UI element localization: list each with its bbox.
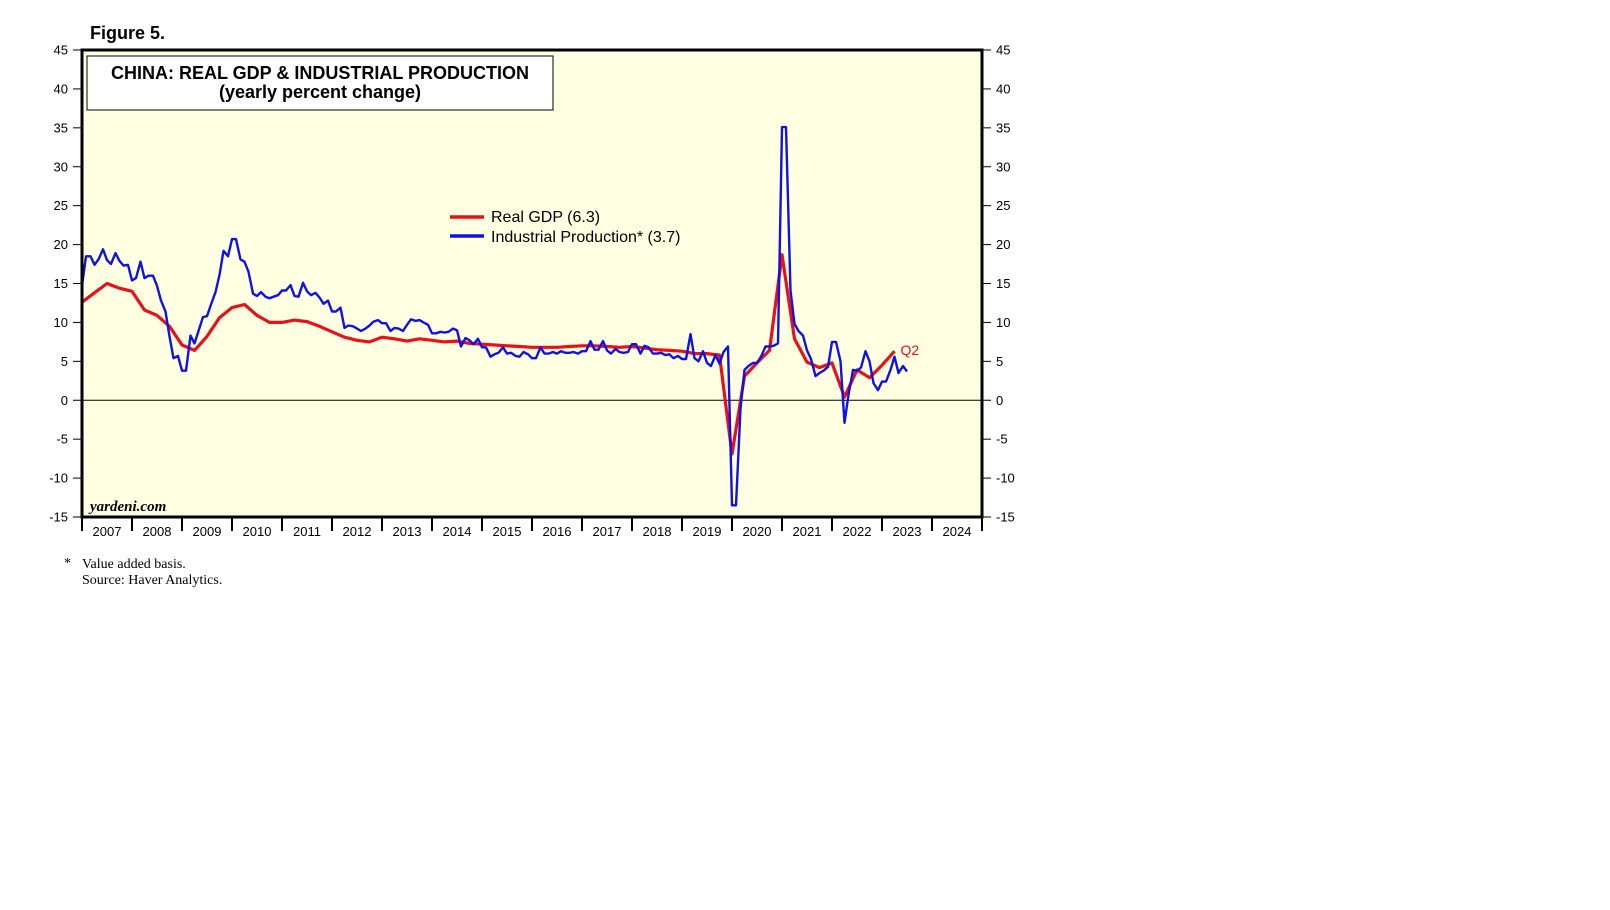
x-tick-label: 2016 bbox=[543, 524, 572, 539]
x-tick-label: 2008 bbox=[143, 524, 172, 539]
plot-area bbox=[82, 50, 982, 517]
x-tick-label: 2013 bbox=[393, 524, 422, 539]
y-tick-label-left: 35 bbox=[54, 120, 68, 135]
y-tick-label-right: 5 bbox=[996, 354, 1003, 369]
x-tick-label: 2024 bbox=[943, 524, 972, 539]
y-tick-label-left: -10 bbox=[49, 471, 68, 486]
y-axis-right: -15 -10 -5 0 5 10 15 20 25 30 35 40 45 bbox=[982, 43, 1015, 525]
x-tick-label: 2009 bbox=[193, 524, 222, 539]
x-tick-label: 2017 bbox=[593, 524, 622, 539]
figure-label: Figure 5. bbox=[90, 23, 165, 43]
series-line-ip bbox=[80, 125, 908, 507]
source-note: Source: Haver Analytics. bbox=[82, 573, 222, 588]
x-axis: 2007 2008 2009 2010 2011 2012 2013 2014 2015 2016… bbox=[81, 517, 983, 539]
legend-label-ip: Industrial Production* (3.7) bbox=[491, 229, 680, 246]
plot-frame bbox=[80, 48, 984, 519]
y-tick-label-left: 20 bbox=[54, 237, 68, 252]
legend: Real GDP (6.3) Industrial Production* (3… bbox=[450, 209, 680, 246]
x-tick-label: 2010 bbox=[243, 524, 272, 539]
y-tick-label-right: -10 bbox=[996, 471, 1015, 486]
chart-title: CHINA: REAL GDP & INDUSTRIAL PRODUCTION bbox=[111, 63, 529, 83]
y-tick-label-right: 10 bbox=[996, 315, 1010, 330]
y-tick-label-right: 45 bbox=[996, 43, 1010, 58]
y-tick-label-left: 0 bbox=[61, 393, 68, 408]
chart-subtitle: (yearly percent change) bbox=[219, 82, 421, 102]
y-tick-label-right: 25 bbox=[996, 198, 1010, 213]
y-tick-label-right: 0 bbox=[996, 393, 1003, 408]
x-tick-label: 2012 bbox=[343, 524, 372, 539]
y-tick-label-left: -15 bbox=[49, 510, 68, 525]
y-tick-label-left: 25 bbox=[54, 198, 68, 213]
y-tick-label-left: 45 bbox=[54, 43, 68, 58]
y-axis-left: -15 -10 -5 0 5 10 15 20 25 30 35 40 45 bbox=[49, 43, 82, 525]
x-tick-label: 2021 bbox=[793, 524, 822, 539]
x-tick-label: 2019 bbox=[693, 524, 722, 539]
y-tick-label-left: -5 bbox=[56, 432, 68, 447]
y-tick-label-right: -5 bbox=[996, 432, 1008, 447]
y-tick-label-right: 35 bbox=[996, 120, 1010, 135]
y-tick-label-left: 15 bbox=[54, 276, 68, 291]
y-tick-label-right: 30 bbox=[996, 159, 1010, 174]
y-tick-label-right: 15 bbox=[996, 276, 1010, 291]
title-box bbox=[86, 55, 554, 111]
x-tick-label: 2015 bbox=[493, 524, 522, 539]
y-tick-label-right: 20 bbox=[996, 237, 1010, 252]
x-tick-label: 2018 bbox=[643, 524, 672, 539]
legend-label-gdp: Real GDP (6.3) bbox=[491, 209, 600, 226]
footnote: Value added basis. bbox=[82, 557, 186, 572]
y-tick-label-left: 30 bbox=[54, 159, 68, 174]
x-tick-label: 2022 bbox=[843, 524, 872, 539]
x-tick-label: 2020 bbox=[743, 524, 772, 539]
x-tick-label: 2007 bbox=[93, 524, 122, 539]
y-tick-label-right: 40 bbox=[996, 81, 1010, 96]
x-tick-label: 2023 bbox=[893, 524, 922, 539]
y-tick-label-left: 10 bbox=[54, 315, 68, 330]
y-tick-label-left: 40 bbox=[54, 81, 68, 96]
y-tick-label-left: 5 bbox=[61, 354, 68, 369]
footnote-marker: * bbox=[64, 556, 71, 571]
series-group: Q2 bbox=[80, 125, 920, 507]
x-tick-label: 2014 bbox=[443, 524, 472, 539]
annotation-q2: Q2 bbox=[901, 342, 920, 358]
y-tick-label-right: -15 bbox=[996, 510, 1015, 525]
watermark: yardeni.com bbox=[88, 499, 166, 515]
x-tick-label: 2011 bbox=[293, 524, 321, 539]
